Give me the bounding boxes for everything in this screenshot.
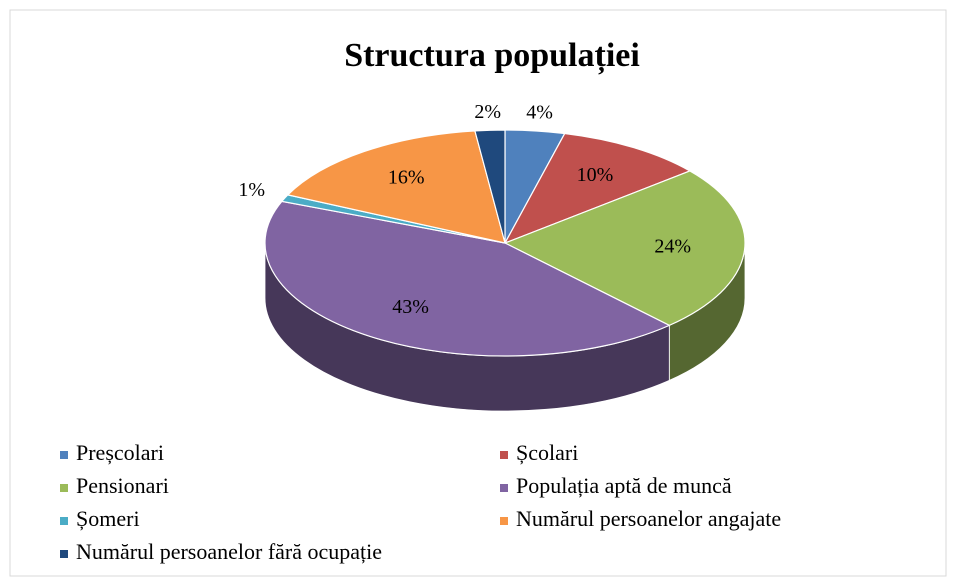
data-label: 4% — [526, 102, 553, 124]
legend-swatch — [60, 451, 68, 459]
legend-label: Pensionari — [76, 473, 169, 498]
legend-swatch — [60, 517, 68, 525]
data-label: 43% — [392, 296, 429, 318]
pie-slice — [503, 170, 746, 327]
legend-label: Numărul persoanelor angajate — [516, 506, 781, 531]
legend-swatch — [500, 484, 508, 492]
legend-label: Șomeri — [76, 506, 140, 531]
legend-swatch — [60, 484, 68, 492]
legend-swatch — [500, 517, 508, 525]
data-label: 1% — [238, 179, 265, 201]
data-label: 10% — [577, 164, 614, 186]
data-label: 24% — [654, 236, 691, 258]
data-label: 16% — [388, 167, 425, 189]
pie-slice — [286, 130, 506, 244]
legend-label: Populația aptă de muncă — [516, 473, 732, 498]
legend-label: Numărul persoanelor fără ocupație — [76, 539, 382, 564]
data-label: 2% — [474, 101, 501, 123]
pie-slice — [474, 129, 506, 244]
pie-slice — [264, 200, 671, 357]
chart-title: Structura populației — [344, 37, 640, 75]
pie-slice — [503, 132, 692, 245]
legend-swatch — [500, 451, 508, 459]
legend-label: Școlari — [516, 440, 578, 465]
legend-swatch — [60, 550, 68, 558]
legend-label: Preșcolari — [76, 440, 164, 465]
